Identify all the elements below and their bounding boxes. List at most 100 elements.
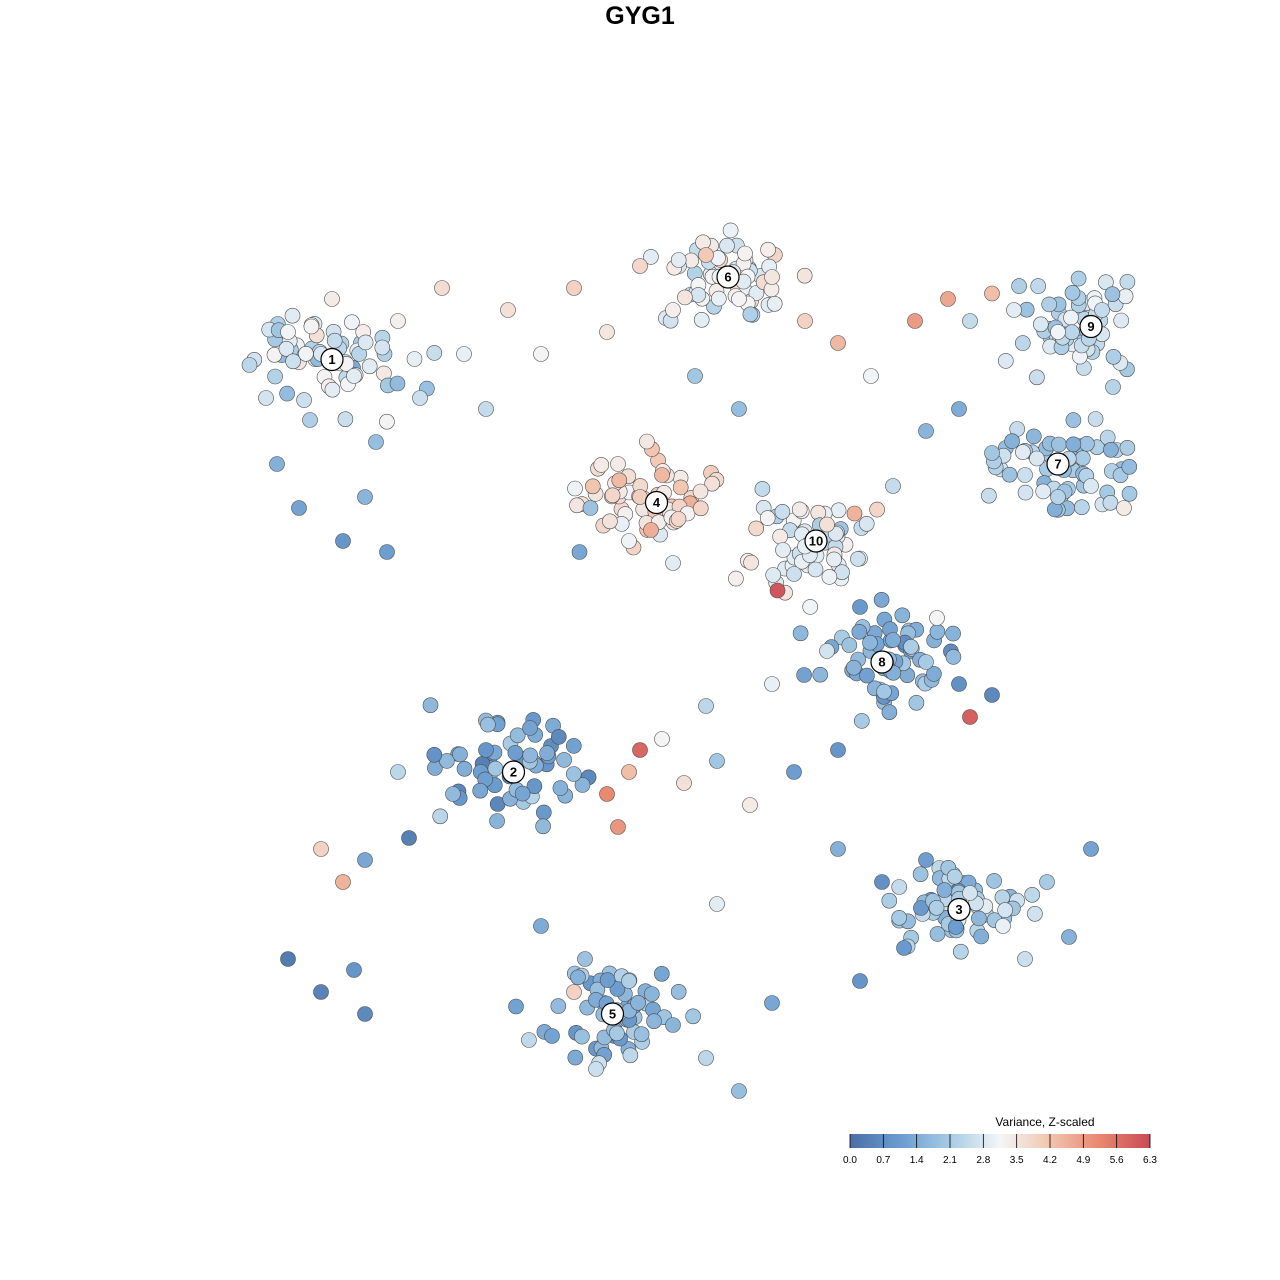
legend-tick-label: 2.1 — [943, 1155, 957, 1166]
cluster-3-point — [912, 866, 929, 883]
cluster-10-point — [775, 542, 791, 558]
cluster-2-point — [432, 808, 449, 825]
legend-tick-label: 5.6 — [1110, 1155, 1124, 1166]
cluster-4-point — [584, 478, 601, 495]
cluster-6-point — [737, 245, 753, 262]
cluster-2-point — [539, 745, 555, 761]
cluster-label-1: 1 — [320, 347, 344, 372]
cluster-5-point — [570, 969, 586, 986]
cluster-7-point — [1074, 499, 1090, 516]
cluster-1-point — [285, 353, 301, 370]
cluster-7-point — [1004, 433, 1020, 450]
cluster-5-point — [567, 1049, 584, 1066]
data-point — [412, 390, 428, 406]
cluster-5-point — [653, 965, 670, 982]
data-point — [709, 896, 725, 912]
cluster-5-point — [670, 983, 687, 1000]
cluster-label-text: 3 — [955, 902, 962, 917]
data-point — [500, 302, 516, 318]
data-point — [632, 742, 648, 758]
cluster-10-point — [772, 528, 788, 545]
cluster-10-point — [791, 501, 808, 518]
data-point — [764, 995, 780, 1011]
data-point — [1039, 874, 1055, 890]
data-point — [599, 324, 615, 340]
cluster-label-9: 9 — [1079, 314, 1103, 339]
cluster-9-point — [1063, 309, 1079, 326]
legend-tick-label: 4.2 — [1043, 1155, 1057, 1166]
cluster-6-point — [643, 249, 659, 265]
data-point — [571, 544, 588, 560]
data-point — [962, 709, 978, 725]
data-point — [698, 698, 714, 714]
data-point — [819, 643, 835, 659]
data-point — [709, 753, 725, 769]
cluster-8-point — [926, 666, 942, 682]
cluster-9-point — [1070, 270, 1087, 287]
data-point — [621, 973, 637, 989]
data-point — [1006, 302, 1022, 318]
cluster-2-point — [565, 766, 582, 782]
cluster-3-point — [952, 943, 969, 960]
cluster-2-point — [552, 780, 569, 796]
data-point — [863, 368, 879, 384]
data-point — [731, 401, 747, 417]
cluster-9-point — [997, 353, 1014, 369]
data-point — [401, 830, 417, 846]
data-point — [522, 720, 538, 736]
data-point — [390, 313, 406, 329]
cluster-1-point — [344, 314, 360, 331]
data-point — [357, 852, 373, 868]
cluster-6-point — [719, 237, 735, 254]
data-point — [379, 544, 395, 560]
data-point — [577, 951, 593, 967]
cluster-5-point — [574, 1028, 590, 1045]
data-point — [346, 368, 362, 384]
cluster-3-point — [986, 873, 1002, 889]
cluster-3-point — [928, 899, 945, 916]
cluster-5-point — [633, 1026, 650, 1042]
cluster-7-point — [1015, 444, 1031, 460]
cluster-3-point — [891, 879, 908, 895]
cluster-1-point — [278, 340, 295, 357]
cluster-4-point — [604, 487, 621, 504]
cluster-8-point — [876, 683, 892, 700]
data-point — [676, 775, 692, 791]
cluster-4-point — [704, 475, 720, 492]
cluster-9-point — [1105, 348, 1122, 365]
data-point — [830, 742, 846, 758]
cluster-10-point — [765, 567, 782, 583]
data-point — [940, 291, 956, 307]
cluster-2-point — [507, 745, 524, 761]
data-point — [368, 434, 384, 450]
cluster-10-point — [774, 503, 791, 520]
cluster-10-point — [850, 551, 866, 567]
data-point — [324, 291, 340, 307]
cluster-2-point — [526, 778, 543, 795]
cluster-label-text: 9 — [1087, 319, 1094, 334]
cluster-label-badge — [600, 1002, 625, 1026]
legend-tick-label: 1.4 — [910, 1155, 924, 1166]
data-point — [1083, 478, 1099, 494]
cluster-1-point — [406, 351, 423, 367]
cluster-6-point — [760, 241, 776, 258]
legend-tick-label: 2.8 — [976, 1155, 990, 1166]
cluster-8-point — [796, 667, 812, 683]
cluster-6-point — [766, 295, 783, 312]
data-point — [335, 533, 351, 549]
legend-colorbar — [850, 1134, 1150, 1148]
data-point — [692, 483, 709, 500]
cluster-9-point — [1119, 274, 1136, 290]
cluster-9-point — [1117, 288, 1134, 305]
cluster-8-point — [845, 659, 862, 676]
data-point — [874, 874, 890, 890]
data-point — [764, 676, 780, 692]
cluster-label-badge — [716, 265, 740, 289]
data-point — [819, 516, 835, 533]
data-point — [291, 500, 307, 516]
cluster-1-point — [303, 318, 320, 335]
cluster-6-point — [796, 267, 813, 284]
data-point — [665, 302, 681, 318]
cluster-3-point — [936, 882, 953, 898]
